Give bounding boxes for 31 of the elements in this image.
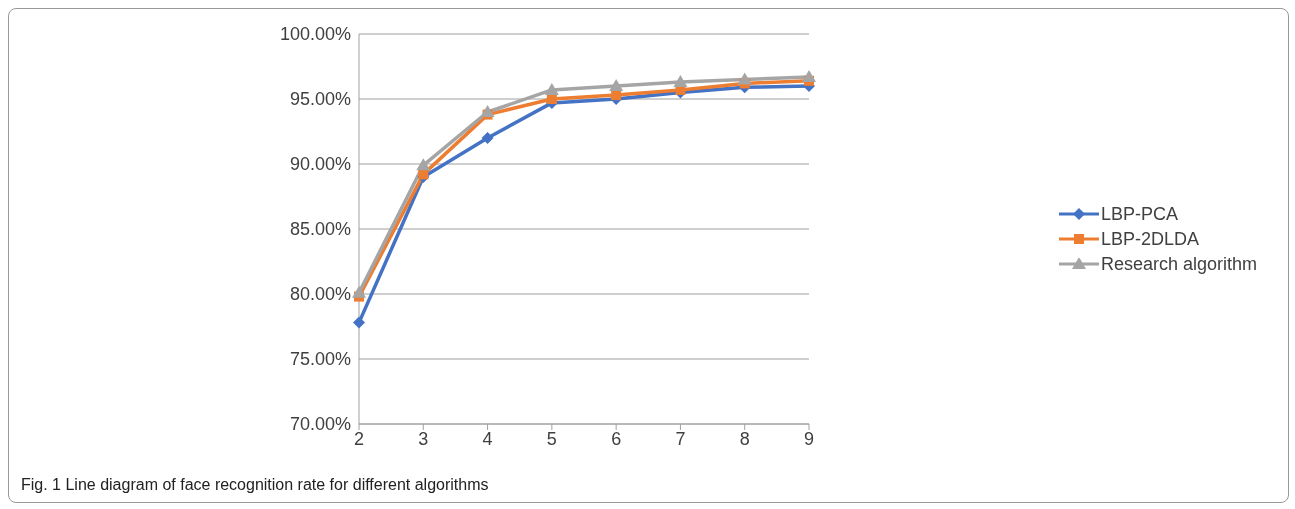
x-tick-label: 4	[482, 428, 493, 449]
point	[416, 158, 431, 171]
point	[544, 82, 559, 95]
point	[480, 105, 495, 117]
point	[737, 72, 752, 85]
y-tick-label: 70.00%	[289, 414, 351, 435]
legend-label: LBP-PCA	[1101, 203, 1179, 225]
point	[353, 316, 365, 329]
x-tick-label: 2	[353, 428, 365, 449]
point	[546, 94, 557, 104]
x-tick-label: 8	[739, 428, 750, 449]
x-tick-label: 9	[803, 428, 815, 449]
x-tick-label: 7	[675, 428, 686, 449]
point	[673, 75, 688, 88]
point	[611, 90, 622, 101]
x-tick-label: 5	[546, 428, 557, 449]
y-tick-label: 100.00%	[279, 24, 351, 45]
point	[609, 79, 624, 91]
y-tick-label: 85.00%	[289, 219, 351, 240]
point	[802, 69, 816, 82]
y-tick-label: 90.00%	[289, 154, 351, 175]
x-tick-label: 6	[611, 428, 622, 449]
point	[352, 285, 366, 298]
legend-label: LBP-2DLDA	[1101, 228, 1200, 250]
point	[481, 132, 494, 144]
caption: Fig. 1 Line diagram of face recognition rate for different algorithms	[21, 476, 489, 494]
y-tick-label: 95.00%	[289, 89, 351, 110]
legend-label: Research algorithm	[1101, 253, 1258, 275]
y-tick-label: 75.00%	[289, 349, 351, 370]
y-tick-label: 80.00%	[289, 284, 351, 305]
x-tick-label: 3	[418, 428, 429, 449]
